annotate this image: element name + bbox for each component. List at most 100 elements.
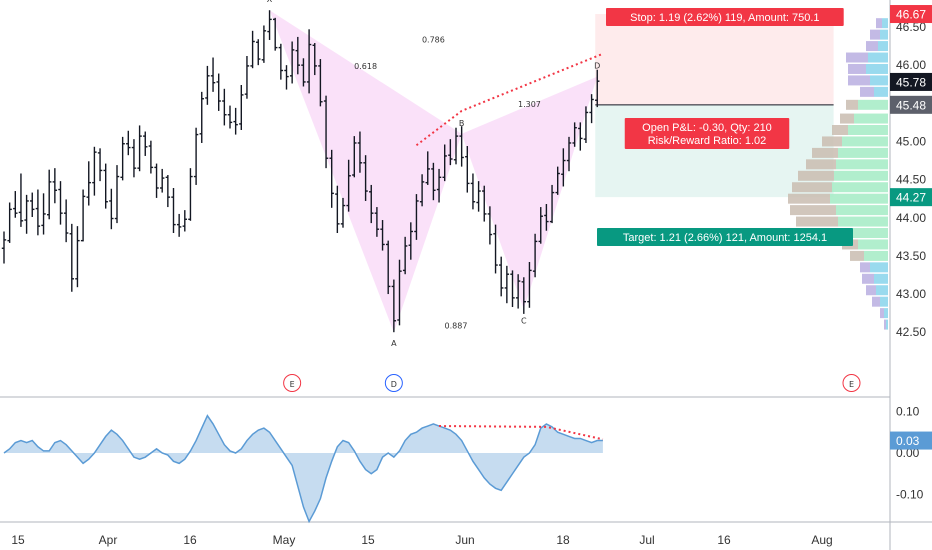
volume-profile-down-bar [870,29,880,40]
volume-profile-up-bar [838,147,888,158]
pattern-point-label: C [521,316,527,325]
price-tag-label: 44.27 [896,191,926,205]
price-axis-tick-label: 46.00 [896,58,926,72]
price-divergence-line [415,52,604,147]
target-info-box [597,228,853,246]
stop-info-box-text: Stop: 1.19 (2.62%) 119, Amount: 750.1 [630,12,819,24]
price-tag-label: 45.78 [896,75,926,89]
price-tag [890,5,932,24]
time-axis-tick-label: 15 [361,533,375,547]
pattern-point-label: X [267,0,273,4]
volume-profile-up-bar [868,52,888,63]
volume-profile-down-bar [876,18,882,29]
pattern-ratio-label: 0.618 [354,62,377,71]
volume-profile-up-bar [864,250,888,261]
volume-profile-up-bar [858,99,888,110]
volume-profile-up-bar [880,296,888,307]
volume-profile-down-bar [872,296,880,307]
time-axis-tick-label: May [273,533,296,547]
pattern-ratio-label: 0.786 [422,35,445,44]
price-tag-label: 46.67 [896,8,926,22]
price-axis-tick-label: 42.50 [896,325,926,339]
pnl-info-box-text: Risk/Reward Ratio: 1.02 [648,135,767,147]
volume-profile-down-bar [848,75,870,86]
volume-profile-up-bar [870,75,888,86]
volume-profile-up-bar [878,41,888,52]
volume-profile-down-bar [866,285,876,296]
volume-profile-up-bar [834,170,888,181]
stop-info-box [606,8,844,26]
volume-profile-up-bar [866,63,888,74]
time-axis-tick-label: Jun [455,533,474,547]
pattern-point-label: B [459,119,465,128]
time-axis-tick-label: 18 [556,533,570,547]
volume-profile-up-bar [854,113,888,124]
price-tag [890,95,932,114]
price-tag-label: 45.48 [896,98,926,112]
volume-profile-up-bar [842,136,888,147]
volume-profile-down-bar [788,193,830,204]
indicator-line [3,414,603,524]
volume-profile-down-bar [860,262,870,273]
volume-profile-down-bar [792,182,832,193]
volume-profile-up-bar [876,285,888,296]
indicator-area [4,415,603,522]
time-axis-tick-label: 15 [11,533,25,547]
volume-profile-up-bar [882,18,888,29]
price-axis-tick-label: 43.50 [896,249,926,263]
volume-profile-up-bar [874,273,888,284]
time-axis-tick-label: Jul [639,533,654,547]
pattern-ratio-label: 1.307 [518,100,541,109]
volume-profile-up-bar [848,125,888,136]
event-marker[interactable] [842,374,861,392]
volume-profile-up-bar [874,86,888,97]
volume-profile-down-bar [866,41,878,52]
target-info-box-text: Target: 1.21 (2.66%) 121, Amount: 1254.1 [623,232,827,244]
volume-profile-up-bar [886,319,888,330]
indicator-divergence-line [439,425,604,441]
indicator-axis-tick-label: 0.10 [896,405,920,419]
stop-zone [595,14,834,105]
volume-profile-down-bar [884,319,886,330]
volume-profile-up-bar [832,182,888,193]
volume-profile-up-bar [858,239,888,250]
volume-profile-down-bar [840,113,854,124]
indicator-tag-label: 0.03 [896,434,920,448]
event-marker[interactable] [283,374,302,392]
pattern-ratio-label: 0.887 [445,321,468,330]
time-axis-tick-label: Aug [811,533,832,547]
indicator-axis-tick-label: -0.10 [896,488,924,502]
pattern-bcd-triangle [461,76,598,310]
volume-profile-down-bar [846,99,858,110]
volume-profile-down-bar [862,273,874,284]
price-axis-tick-label: 44.00 [896,211,926,225]
time-axis-tick-label: Apr [99,533,118,547]
event-marker-label: E [849,380,854,389]
volume-profile-up-bar [830,193,888,204]
volume-profile-down-bar [860,86,874,97]
volume-profile-up-bar [884,308,888,319]
volume-profile-down-bar [806,159,836,170]
volume-profile-up-bar [870,262,888,273]
volume-profile-down-bar [850,250,864,261]
volume-profile-down-bar [790,205,836,216]
volume-profile-up-bar [838,216,888,227]
price-axis-tick-label: 44.50 [896,173,926,187]
time-axis-tick-label: 16 [183,533,197,547]
price-axis-tick-label: 46.50 [896,20,926,34]
pattern-point-label: D [594,62,600,71]
event-marker-label: E [290,380,295,389]
volume-profile-down-bar [846,52,868,63]
event-marker[interactable] [384,374,403,392]
volume-profile-down-bar [832,125,848,136]
pattern-point-label: A [391,339,397,348]
volume-profile-up-bar [836,159,888,170]
price-axis-tick-label: 45.00 [896,134,926,148]
volume-profile-down-bar [812,147,838,158]
pnl-info-box [624,118,790,149]
event-marker-label: D [391,380,397,389]
price-tag [890,72,932,91]
volume-profile-up-bar [836,205,888,216]
